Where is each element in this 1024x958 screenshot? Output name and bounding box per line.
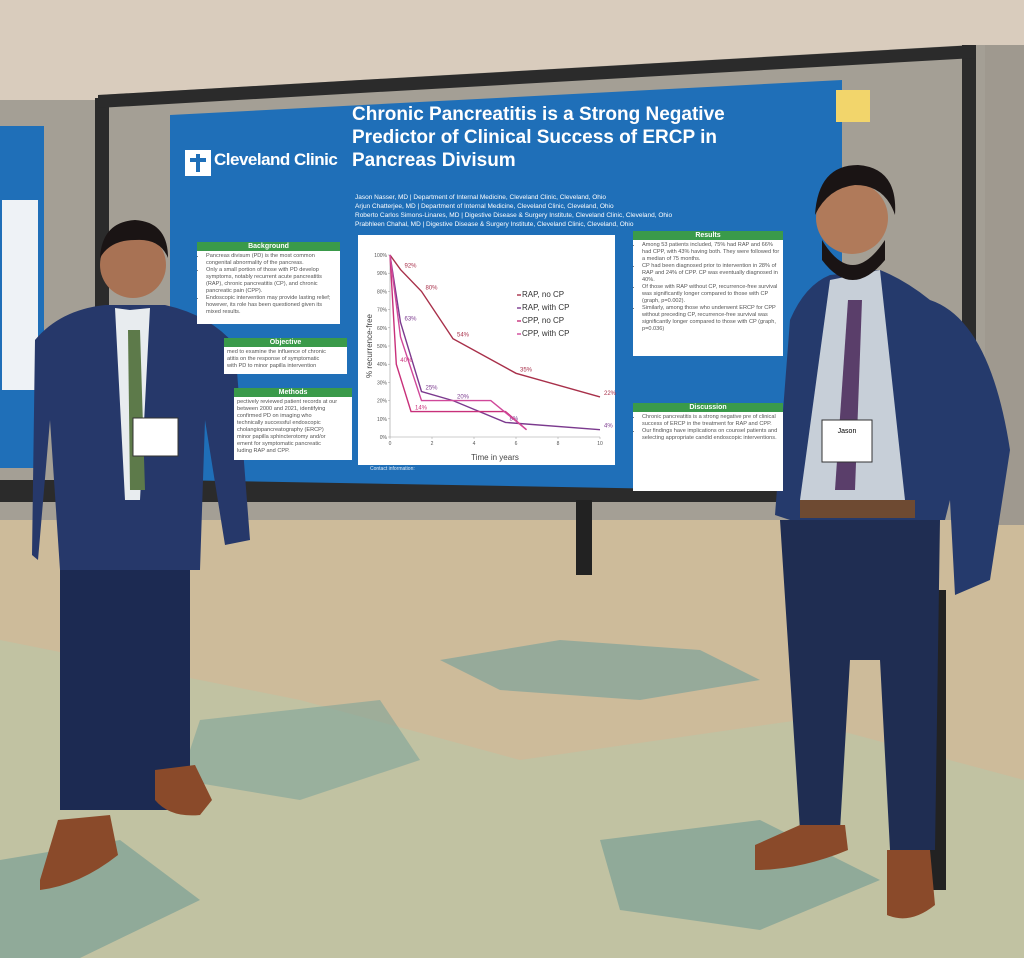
text-line: cholangiopancreatography (ERCP)	[237, 427, 324, 433]
legend-entry: RAP, no CP	[522, 290, 564, 299]
poster-title: Chronic Pancreatitis is a Strong Negativ…	[352, 104, 725, 171]
section-results: Results Among 53 patients included, 75% …	[633, 231, 783, 356]
section-discussion: Discussion Chronic pancreatitis is a str…	[633, 403, 783, 491]
bullet: Of those with RAP without CP, recurrence…	[642, 284, 780, 305]
text-line: minor papilla sphincterotomy and/or	[237, 434, 326, 440]
section-background: Background Pancreas divisum (PD) is the …	[197, 242, 340, 324]
legend-entry: CPP, with CP	[522, 329, 569, 338]
author-line: Jason Nasser, MD | Department of Interna…	[355, 194, 606, 201]
data-label: 63%	[405, 316, 418, 322]
y-tick-label: 100%	[374, 253, 387, 259]
text-line: luding RAP and CPP.	[237, 448, 290, 454]
x-tick-label: 0	[389, 441, 392, 447]
y-tick-label: 0%	[380, 435, 388, 441]
bullet: Chronic pancreatitis is a strong negativ…	[642, 414, 780, 428]
bullet: CP had been diagnosed prior to intervent…	[642, 263, 780, 284]
y-tick-label: 40%	[377, 362, 388, 368]
graph: 100% 90% 80% 70% 60% 50% 40% 30% 20% 10% 0%0 2 4 6 8 10…	[365, 253, 617, 462]
bullet-list: Pancreas divisum (PD) is the most common…	[197, 253, 340, 316]
x-tick-label: 8	[557, 441, 560, 447]
bullet-list: Chronic pancreatitis is a strong negativ…	[633, 414, 783, 442]
sticky-note	[836, 90, 870, 122]
bullet: Only a small portion of those with PD de…	[206, 267, 337, 295]
text-line: pectively reviewed patient records at ou…	[237, 399, 338, 405]
author-line: Arjun Chatterjee, MD | Department of Int…	[355, 203, 614, 210]
data-label: 22%	[604, 391, 617, 397]
board-leg	[576, 500, 592, 575]
board-frame	[98, 45, 975, 108]
y-tick-label: 60%	[377, 326, 388, 332]
text-line: between 2000 and 2021, identifying	[237, 406, 326, 412]
series-line	[389, 254, 527, 431]
logo-mark-cross	[190, 154, 206, 172]
data-label: 25%	[426, 386, 439, 392]
y-tick-label: 90%	[377, 271, 388, 277]
text-lines: pectively reviewed patient records at ou…	[234, 399, 352, 455]
carpet-pattern	[440, 640, 760, 700]
data-label: 14%	[415, 406, 428, 412]
text-line: atitis on the response of symptomatic	[227, 356, 320, 362]
section-heading: Results	[633, 231, 783, 240]
y-tick-label: 20%	[377, 399, 388, 405]
section-heading: Methods	[234, 388, 352, 397]
contact: Contact information:	[370, 466, 415, 472]
y-tick-label: 80%	[377, 289, 388, 295]
y-tick-label: 70%	[377, 308, 388, 314]
section-objective: Objective med to examine the influence o…	[224, 338, 347, 374]
x-tick-label: 10	[597, 441, 603, 447]
series-line	[389, 254, 601, 431]
text-line: technically successful endoscopic	[237, 420, 321, 426]
data-label: 40%	[400, 358, 413, 364]
text-line: ement for symptomatic pancreatic	[237, 441, 321, 447]
graph-panel	[358, 235, 615, 465]
author-line: Prabhleen Chahal, MD | Digestive Disease…	[355, 221, 634, 228]
y-tick-label: 10%	[377, 417, 388, 423]
data-label: 80%	[426, 285, 439, 291]
legend-entry: RAP, with CP	[522, 303, 569, 312]
data-label: 92%	[405, 264, 418, 270]
carpet-pattern	[180, 700, 420, 800]
y-tick-label: 30%	[377, 380, 388, 386]
data-label: 35%	[520, 367, 533, 373]
x-tick-label: 2	[431, 441, 434, 447]
text-line: confirmed PD on imaging who	[237, 413, 312, 419]
text-lines: med to examine the influence of chronic a…	[224, 349, 347, 370]
person-right: Jason	[755, 165, 1010, 919]
author-line: Roberto Carlos Simons-Linares, MD | Dige…	[355, 212, 673, 219]
section-heading: Objective	[224, 338, 347, 347]
neighbor-poster-text	[2, 200, 38, 390]
data-label: 20%	[457, 395, 470, 401]
text-line: med to examine the influence of chronic	[227, 349, 326, 355]
bullet-list: Among 53 patients included, 75% had RAP …	[633, 242, 783, 333]
bullet: Endoscopic intervention may provide last…	[206, 295, 337, 316]
series-line	[389, 254, 601, 398]
bullet: Similarly, among those who underwent ERC…	[642, 305, 780, 333]
y-tick-label: 50%	[377, 344, 388, 350]
badge-name: Jason	[838, 428, 857, 435]
text-line: with PD to minor papilla intervention	[227, 363, 317, 369]
bullet: Pancreas divisum (PD) is the most common…	[206, 253, 337, 267]
bullet: Our findings have implications on counse…	[642, 428, 780, 442]
x-tick-label: 6	[515, 441, 518, 447]
section-heading: Discussion	[633, 403, 783, 412]
y-axis-label: % recurrence-free	[365, 313, 374, 378]
person-left	[32, 220, 250, 890]
bullet: Among 53 patients included, 75% had RAP …	[642, 242, 780, 263]
x-tick-label: 4	[473, 441, 476, 447]
section-methods: Methods pectively reviewed patient recor…	[234, 388, 352, 460]
data-label: 4%	[604, 424, 613, 430]
data-label: 54%	[457, 333, 470, 339]
logo-text: Cleveland Clinic	[214, 150, 338, 169]
legend-entry: CPP, no CP	[522, 316, 564, 325]
authors: Jason Nasser, MD | Department of Interna…	[355, 193, 755, 229]
x-axis-label: Time in years	[471, 453, 519, 462]
section-heading: Background	[197, 242, 340, 251]
